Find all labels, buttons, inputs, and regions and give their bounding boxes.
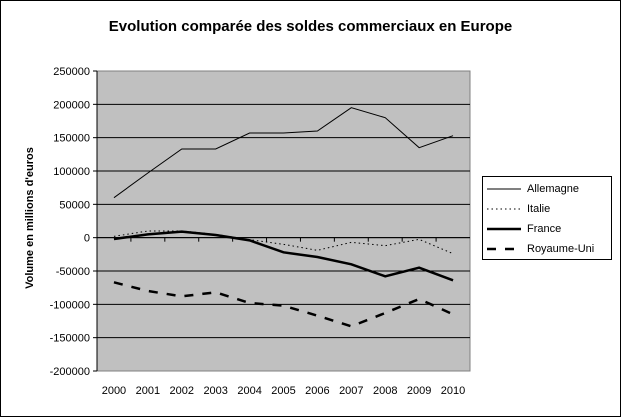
legend-item: Italie [487, 201, 550, 217]
legend-line-icon [487, 227, 521, 231]
x-tick-label: 2004 [237, 385, 261, 397]
y-tick-label: 50000 [59, 199, 90, 211]
x-tick-label: 2002 [170, 385, 194, 397]
x-tick-label: 2001 [136, 385, 160, 397]
series-line-allemagne [113, 107, 454, 199]
legend-line-icon [487, 247, 521, 251]
x-tick-label: 2003 [203, 385, 227, 397]
legend-label: France [527, 223, 562, 235]
x-tick-label: 2000 [102, 385, 126, 397]
legend-label: Royaume-Uni [527, 243, 595, 255]
legend-line-icon [487, 188, 521, 190]
y-tick-label: 200000 [53, 99, 90, 111]
legend-label: Italie [527, 203, 551, 215]
legend-line-icon [487, 208, 521, 210]
legend: Allemagne Italie France Royaume-Uni [482, 176, 612, 260]
legend-item: Royaume-Uni [487, 241, 594, 257]
x-tick-label: 2007 [339, 385, 363, 397]
y-tick-label: -50000 [56, 266, 90, 278]
legend-label: Allemagne [527, 183, 579, 195]
chart-title: Evolution comparée des soldes commerciau… [108, 18, 513, 35]
x-tick-label: 2008 [373, 385, 397, 397]
x-tick-label: 2006 [305, 385, 329, 397]
x-tick-label: 2005 [271, 385, 295, 397]
y-tick-label: 100000 [53, 166, 90, 178]
legend-item: Allemagne [487, 181, 579, 197]
y-tick-label: 150000 [53, 133, 90, 145]
series-line-royaume-uni [113, 281, 454, 328]
y-tick-label: -150000 [50, 333, 90, 345]
y-tick-label: 0 [84, 233, 90, 245]
y-tick-label: 250000 [53, 66, 90, 78]
plot-area [96, 70, 471, 372]
series-line-france [113, 230, 454, 282]
legend-item: France [487, 221, 561, 237]
x-tick-label: 2010 [441, 385, 465, 397]
x-tick-label: 2009 [407, 385, 431, 397]
y-tick-label: -200000 [50, 366, 90, 378]
y-tick-label: -100000 [50, 299, 90, 311]
